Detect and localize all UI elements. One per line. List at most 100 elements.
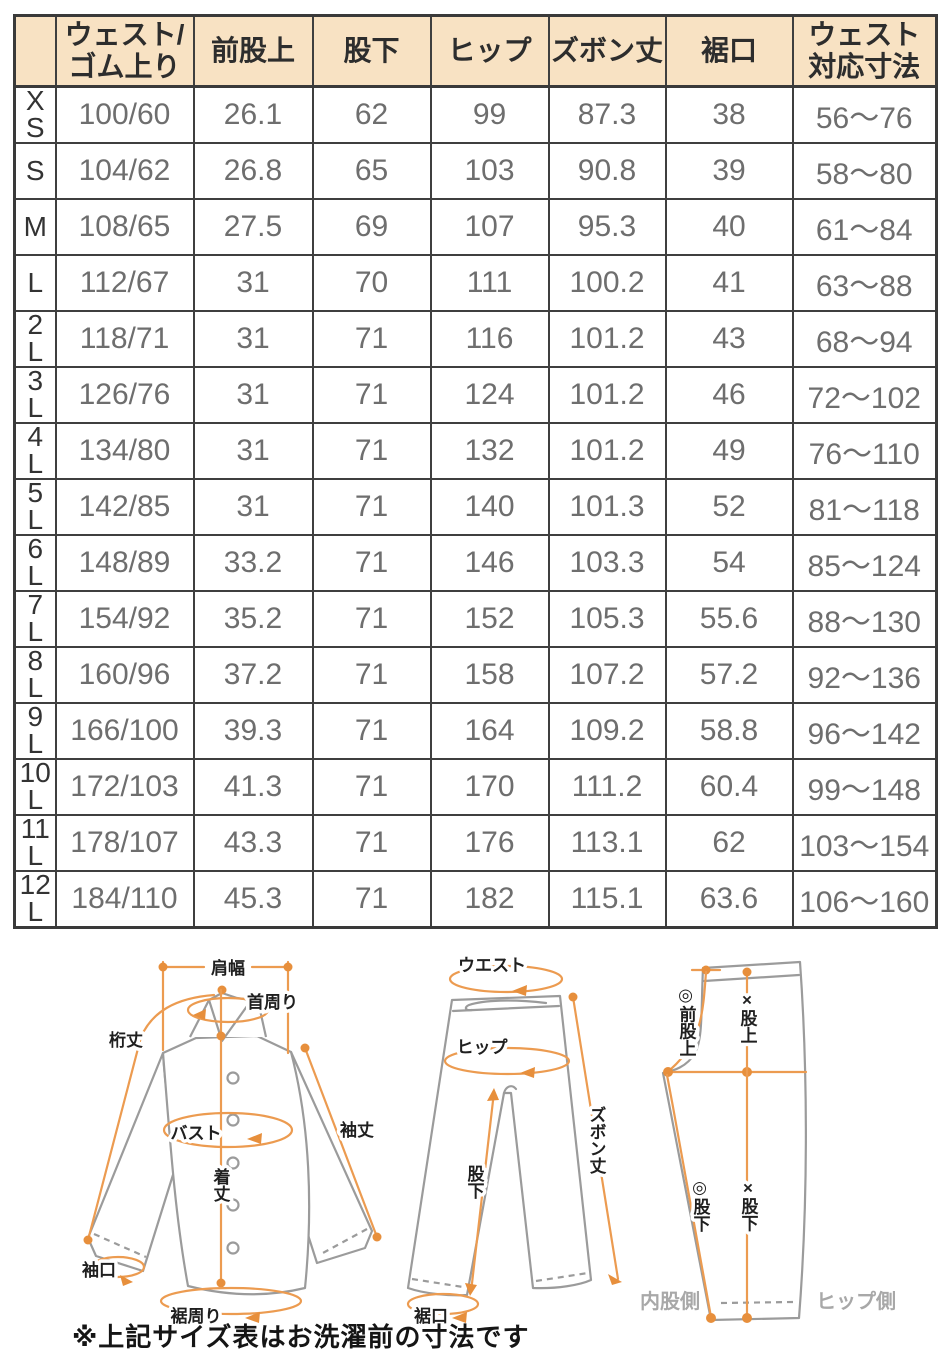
waist-ellipse (448, 964, 564, 994)
table-row: 7 L 154/92 35.2 71 152 105.3 55.6 88〜130 (13, 590, 938, 648)
shoulder-width-label: 肩幅 (211, 958, 245, 978)
measurement-value: 41.3 (192, 758, 314, 816)
table-row: 6 L 148/89 33.2 71 146 103.3 54 85〜124 (13, 534, 938, 592)
side-inseam-a-label: ◎股下 (691, 1178, 711, 1233)
measurement-value: 96〜142 (791, 702, 938, 760)
shirt-cuff-stitch-lines (93, 1228, 368, 1259)
measurement-value: 41 (664, 254, 794, 312)
measurement-value: 81〜118 (791, 478, 938, 536)
measurement-value: 85〜124 (791, 534, 938, 592)
measurement-value: 39.3 (192, 702, 314, 760)
measurement-value: 62 (311, 85, 432, 144)
measurement-value: 112/67 (54, 254, 195, 312)
table-row: 3 L 126/76 31 71 124 101.2 46 72〜102 (13, 366, 938, 424)
inseam-label: 股下 (465, 1165, 485, 1200)
front-rise-line (669, 970, 708, 1071)
sleeve-length-label: 袖丈 (340, 1120, 374, 1140)
measurement-value: 71 (311, 310, 432, 368)
measurement-value: 108/65 (54, 198, 195, 256)
measurement-value: 35.2 (192, 590, 314, 648)
hem-around-label: 裾周り (171, 1306, 222, 1326)
inseam-line (469, 1090, 496, 1294)
measurement-value: 90.8 (547, 142, 667, 200)
header-waist-range: ウェスト 対応寸法 (791, 14, 938, 88)
side-outline (661, 960, 807, 1322)
measurement-value: 63〜88 (791, 254, 938, 312)
measurement-value: 95.3 (547, 198, 667, 256)
measurement-value: 103〜154 (791, 814, 938, 872)
shirt-collar (189, 991, 268, 1038)
pants-fly-line (464, 999, 548, 1012)
measurement-value: 55.6 (664, 590, 794, 648)
measurement-value: 124 (429, 366, 550, 424)
measurement-value: 100/60 (54, 85, 195, 144)
size-table: ウェスト/ ゴム上り 前股上 股下 ヒップ ズボン丈 裾口 ウェスト 対応寸法 … (13, 14, 938, 929)
note-text: ※上記サイズ表はお洗濯前の寸法です (72, 1322, 530, 1352)
measurement-value: 43.3 (192, 814, 314, 872)
header-hem-opening: 裾口 (664, 14, 794, 88)
side-inseam-b-label: ×股下 (739, 1179, 759, 1233)
hip-side-label: ヒップ側 (816, 1290, 896, 1313)
table-row: 4 L 134/80 31 71 132 101.2 49 76〜110 (13, 422, 938, 480)
measurement-value: 31 (192, 478, 314, 536)
measurement-value: 126/76 (54, 366, 195, 424)
size-label: 11 L (13, 814, 57, 872)
hem-around-ellipse (159, 1286, 303, 1316)
size-label: X S (13, 85, 57, 144)
table-row: 11 L 178/107 43.3 71 176 113.1 62 103〜154 (13, 814, 938, 872)
measurement-value: 71 (311, 646, 432, 704)
measurement-value: 43 (664, 310, 794, 368)
size-label: L (13, 254, 57, 312)
measurement-value: 111 (429, 254, 550, 312)
table-row: 12 L 184/110 45.3 71 182 115.1 63.6 106〜160 (13, 870, 938, 929)
measurement-value: 54 (664, 534, 794, 592)
table-row: X S 100/60 26.1 62 99 87.3 38 56〜76 (13, 85, 938, 144)
measurement-diagrams: 肩幅 首周り 桁丈 着丈 バスト 袖丈 袖口 裾周り (79, 953, 897, 1330)
measurement-value: 182 (429, 870, 550, 929)
measurement-value: 160/96 (54, 646, 195, 704)
shirt-diagram: 肩幅 首周り 桁丈 着丈 バスト 袖丈 袖口 裾周り (79, 955, 382, 1330)
shirt-left-sleeve (86, 1051, 179, 1273)
measurement-value: 148/89 (54, 534, 195, 592)
measurement-value: 71 (311, 478, 432, 536)
measurement-value: 39 (664, 142, 794, 200)
measurement-value: 56〜76 (791, 85, 938, 144)
measurement-value: 58.8 (664, 702, 794, 760)
table-row: 8 L 160/96 37.2 71 158 107.2 57.2 92〜136 (13, 646, 938, 704)
measurement-value: 40 (664, 198, 794, 256)
cuff-opening-label: 袖口 (82, 1260, 116, 1280)
size-label: 5 L (13, 478, 57, 536)
measurement-value: 26.1 (192, 85, 314, 144)
measurement-value: 118/71 (54, 310, 195, 368)
measurement-value: 71 (311, 814, 432, 872)
measurement-value: 105.3 (547, 590, 667, 648)
measurement-value: 184/110 (54, 870, 195, 929)
table-row: L 112/67 31 70 111 100.2 41 63〜88 (13, 254, 938, 312)
size-table-body: X S 100/60 26.1 62 99 87.3 38 56〜76 S 104/62 26.8 6… (13, 85, 938, 929)
measurement-value: 38 (664, 85, 794, 144)
measurement-value: 176 (429, 814, 550, 872)
measurement-value: 71 (311, 702, 432, 760)
measurement-value: 57.2 (664, 646, 794, 704)
measurement-value: 49 (664, 422, 794, 480)
measurement-value: 71 (311, 590, 432, 648)
size-label: 10 L (13, 758, 57, 816)
size-label: 6 L (13, 534, 57, 592)
size-label: 2 L (13, 310, 57, 368)
measurement-value: 100.2 (547, 254, 667, 312)
measurement-value: 71 (311, 758, 432, 816)
measurement-value: 76〜110 (791, 422, 938, 480)
measurement-value: 103.3 (547, 534, 667, 592)
measurement-value: 58〜80 (791, 142, 938, 200)
measurement-value: 68〜94 (791, 310, 938, 368)
measurement-value: 142/85 (54, 478, 195, 536)
measurement-value: 132 (429, 422, 550, 480)
measurement-value: 99 (429, 85, 550, 144)
measurement-value: 71 (311, 870, 432, 929)
header-front-rise: 前股上 (192, 14, 314, 88)
size-label: 7 L (13, 590, 57, 648)
measurement-value: 172/103 (54, 758, 195, 816)
measurement-value: 146 (429, 534, 550, 592)
measurement-value: 26.8 (192, 142, 314, 200)
measurement-value: 71 (311, 366, 432, 424)
